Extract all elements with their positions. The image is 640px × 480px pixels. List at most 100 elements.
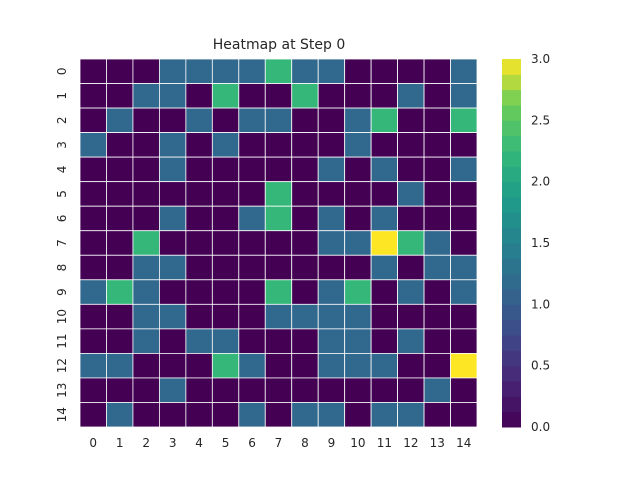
colorbar-tick-label: 2.0 (531, 175, 550, 189)
colorbar-segment (502, 304, 521, 321)
heatmap-cell (79, 205, 107, 232)
heatmap-cell (291, 352, 319, 379)
colorbar-tick-label: 1.5 (531, 236, 550, 250)
heatmap-cell (79, 352, 107, 379)
heatmap-cell (450, 181, 478, 207)
heatmap-cell (79, 181, 107, 207)
heatmap-cell (106, 132, 134, 158)
heatmap-cell (132, 205, 160, 232)
heatmap-cell (185, 377, 213, 403)
heatmap-cell (344, 279, 372, 305)
heatmap-cell (106, 328, 134, 354)
heatmap-cell (264, 181, 293, 207)
colorbar-segment (502, 120, 521, 137)
heatmap-cell (264, 156, 293, 183)
heatmap-cell (344, 402, 372, 428)
heatmap-cell (397, 377, 425, 403)
colorbar-segment (502, 181, 521, 198)
y-tick-label: 5 (55, 190, 69, 198)
heatmap-cell (344, 352, 372, 379)
heatmap-cell (106, 107, 134, 133)
colorbar-tick-label: 2.5 (531, 113, 550, 127)
colorbar-segment (502, 365, 521, 382)
colorbar-segment (502, 74, 521, 91)
heatmap-cell (158, 156, 187, 183)
x-tick-label: 13 (430, 436, 445, 450)
heatmap-cell (423, 352, 451, 379)
colorbar-segment (502, 273, 521, 290)
heatmap-cell (450, 377, 478, 403)
heatmap-cell (370, 181, 398, 207)
heatmap-cell (158, 107, 187, 133)
heatmap-cell (211, 303, 240, 330)
heatmap-cell (79, 58, 107, 84)
heatmap-cell (317, 352, 346, 379)
heatmap-cell (238, 181, 266, 207)
heatmap-cell (370, 58, 398, 84)
heatmap-cell (317, 254, 346, 281)
heatmap-cell (423, 230, 451, 256)
y-tick-label: 14 (55, 407, 69, 422)
heatmap-cell (211, 132, 240, 158)
heatmap-cell (211, 205, 240, 232)
heatmap-cell (450, 402, 478, 428)
heatmap-cell (344, 83, 372, 109)
heatmap-cell (132, 107, 160, 133)
heatmap-cell (106, 402, 134, 428)
heatmap-cell (264, 83, 293, 109)
heatmap-cell (344, 132, 372, 158)
heatmap-cell (423, 205, 451, 232)
x-tick-label: 2 (142, 436, 150, 450)
heatmap-cell (450, 254, 478, 281)
heatmap-cell (370, 303, 398, 330)
heatmap-cell (450, 205, 478, 232)
heatmap-cell (238, 58, 266, 84)
heatmap-cell (344, 205, 372, 232)
heatmap-cell (264, 132, 293, 158)
heatmap-cell (211, 58, 240, 84)
heatmap-cell (211, 181, 240, 207)
heatmap-cell (185, 83, 213, 109)
heatmap-cell (79, 279, 107, 305)
x-tick-label: 4 (195, 436, 203, 450)
heatmap-cell (450, 328, 478, 354)
heatmap-cell (397, 328, 425, 354)
heatmap-cell (185, 156, 213, 183)
heatmap-cell (291, 107, 319, 133)
heatmap-cell (264, 254, 293, 281)
heatmap-cell (344, 156, 372, 183)
heatmap-cell (397, 254, 425, 281)
colorbar-segment (502, 227, 521, 244)
y-tick-label: 8 (55, 264, 69, 272)
x-tick-label: 0 (89, 436, 97, 450)
heatmap-cell (132, 58, 160, 84)
heatmap-cell (397, 205, 425, 232)
colorbar-tick-labels: 0.0 0.5 1.0 1.5 2.0 2.5 3.0 (531, 52, 550, 434)
heatmap-cell (450, 230, 478, 256)
heatmap-cell (238, 254, 266, 281)
colorbar-segment (502, 396, 521, 413)
heatmap-cell (370, 352, 398, 379)
heatmap-cell (291, 83, 319, 109)
heatmap-cell (106, 181, 134, 207)
heatmap-cell (264, 303, 293, 330)
heatmap-cell (132, 377, 160, 403)
heatmap-cell (211, 107, 240, 133)
heatmap-cell (238, 402, 266, 428)
heatmap-cell (264, 58, 293, 84)
y-tick-label: 12 (55, 358, 69, 373)
heatmap-cell (79, 83, 107, 109)
heatmap-cell (397, 83, 425, 109)
heatmap-cell (185, 132, 213, 158)
heatmap-cell (185, 303, 213, 330)
heatmap-cell (291, 230, 319, 256)
heatmap-cell (158, 279, 187, 305)
heatmap-cell (397, 58, 425, 84)
heatmap-cell (238, 279, 266, 305)
heatmap-cell (317, 230, 346, 256)
colorbar-segment (502, 243, 521, 259)
x-tick-label: 9 (328, 436, 336, 450)
heatmap-cell (185, 352, 213, 379)
